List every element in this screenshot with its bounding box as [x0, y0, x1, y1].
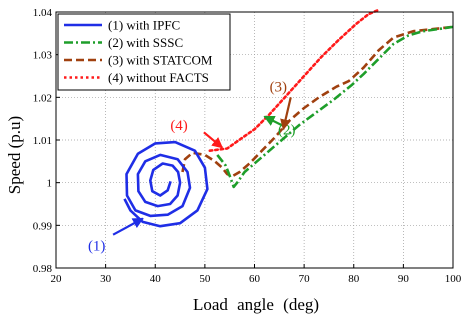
annotation-arrow-ipfc [112, 217, 144, 236]
y-tick-label: 1 [47, 178, 53, 190]
annotation-label-sssc: (2) [278, 122, 296, 138]
annotation-label-ipfc: (1) [88, 238, 106, 254]
x-tick-label: 30 [100, 273, 112, 285]
series-line-statcom [181, 25, 454, 178]
legend-label-without: (4) without FACTS [108, 70, 209, 85]
y-tick-label: 1.04 [33, 7, 53, 19]
legend-label-statcom: (3) with STATCOM [108, 53, 213, 68]
x-axis-label: Load angle (deg) [193, 295, 319, 314]
annotation-arrow-without [203, 131, 224, 149]
x-tick-label: 70 [299, 273, 311, 285]
legend-label-ipfc: (1) with IPFC [108, 18, 180, 33]
y-tick-label: 1.01 [33, 135, 52, 147]
legend: (1) with IPFC (2) with SSSC (3) with STATC… [57, 13, 231, 91]
plot-lines [123, 8, 454, 228]
y-tick-label: 1.03 [33, 50, 53, 62]
x-tick-label: 50 [199, 273, 211, 285]
x-tick-label: 100 [445, 273, 462, 285]
y-tick-label: 1.02 [33, 92, 52, 104]
x-tick-label: 90 [398, 273, 410, 285]
x-tick-label: 80 [348, 273, 360, 285]
annotation-arrow-statcom [280, 97, 292, 131]
legend-label-sssc: (2) with SSSC [108, 35, 183, 50]
x-tick-label: 40 [150, 273, 162, 285]
series-line-without [208, 8, 380, 152]
annotations: (1) (2) (3) (4) [88, 80, 296, 255]
x-tick-label: 60 [249, 273, 261, 285]
series-line-sssc [216, 25, 454, 189]
tick-labels: 20 30 40 50 60 70 80 90 100 0.98 0.99 1 1.01 1.02 1.03… [33, 7, 462, 285]
y-tick-label: 0.99 [33, 220, 53, 232]
y-tick-label: 0.98 [33, 263, 53, 275]
annotation-label-without: (4) [170, 118, 188, 134]
y-axis-label: Speed (p.u) [5, 116, 24, 194]
annotation-label-statcom: (3) [270, 80, 288, 96]
plot-frame [55, 11, 454, 269]
series-line-ipfc [123, 140, 209, 228]
x-tick-label: 20 [51, 273, 63, 285]
